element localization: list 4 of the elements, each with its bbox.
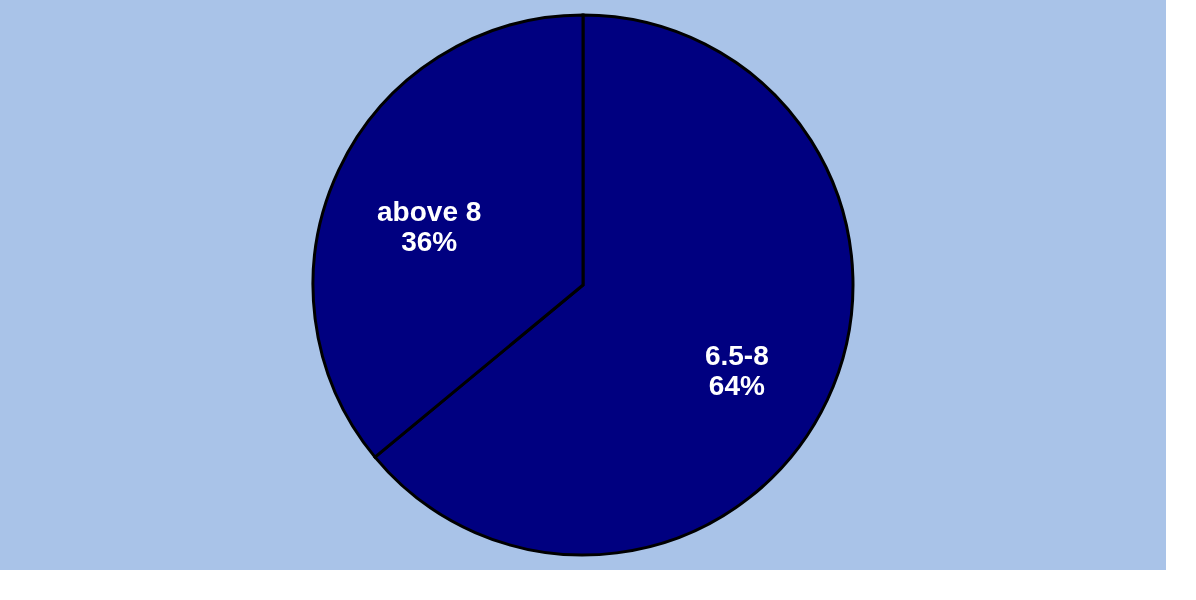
data-label: 64% — [708, 370, 765, 402]
data-label: 36% — [401, 225, 458, 257]
slice-label: 6.5-8 — [704, 340, 769, 372]
slice-label: above 8 — [377, 195, 482, 227]
